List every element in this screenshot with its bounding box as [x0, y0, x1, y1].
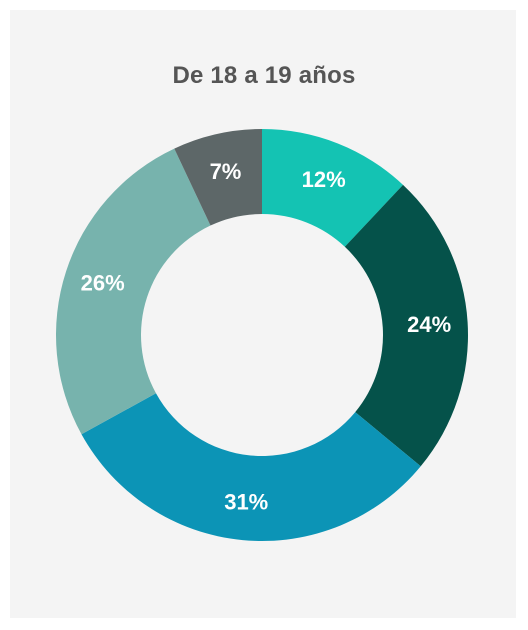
donut-slice-0	[262, 129, 404, 247]
slice-label-2: 31%	[224, 489, 268, 514]
donut-slice-2	[81, 393, 421, 541]
slice-label-1: 24%	[407, 312, 451, 337]
donut-slice-3	[55, 148, 211, 435]
donut-labels: 12% 24% 31% 26% 7%	[81, 159, 452, 514]
slice-label-4: 7%	[210, 159, 242, 184]
donut-slice-1	[344, 184, 469, 467]
donut-slices	[55, 129, 469, 541]
donut-slice-4	[174, 129, 262, 226]
chart-title: De 18 a 19 años	[172, 62, 356, 89]
slice-label-3: 26%	[81, 271, 125, 296]
slice-label-0: 12%	[302, 167, 346, 192]
